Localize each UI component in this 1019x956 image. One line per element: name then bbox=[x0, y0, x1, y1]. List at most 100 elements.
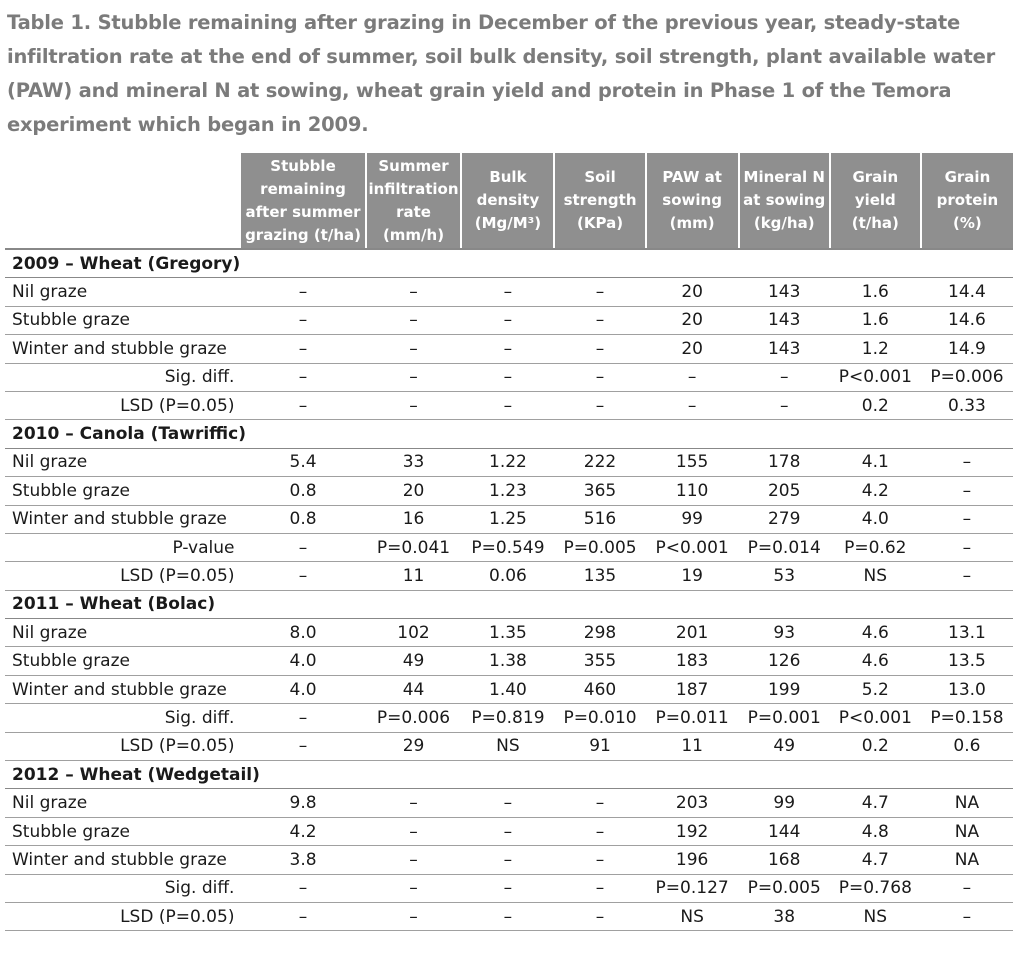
header-row: Stubble remaining after summer grazing (… bbox=[5, 153, 1013, 250]
table-cell: 143 bbox=[738, 334, 830, 364]
table-cell: – bbox=[920, 874, 1013, 903]
table-row: Nil graze 5.4 33 1.22 222 155 178 4.1– bbox=[5, 448, 1013, 478]
group-header-row: 2010 – Canola (Tawriffic) bbox=[5, 419, 1013, 449]
table-cell: NS bbox=[645, 902, 739, 932]
row-label: Stubble graze bbox=[5, 476, 241, 506]
column-header: PAW at sowing (mm) bbox=[644, 153, 739, 250]
table-cell: – bbox=[920, 533, 1013, 563]
table-row: Stubble graze 4.2– – –192 144 4.8 NA bbox=[5, 817, 1013, 847]
table-cell: NS bbox=[829, 902, 921, 932]
table-row: LSD (P=0.05) –29 NS 91 11 49 0.2 0.6 bbox=[5, 732, 1013, 762]
table-cell: 49 bbox=[365, 646, 462, 676]
table-cell: – bbox=[461, 363, 555, 392]
table-row: Sig. diff. – – – – – – P<0.001 P=0.006 bbox=[5, 363, 1013, 392]
group-title: 2011 – Wheat (Bolac) bbox=[5, 590, 1013, 620]
table-row: Winter and stubble graze 0.8 16 1.25 516 99 27… bbox=[5, 505, 1013, 534]
row-label: Winter and stubble graze bbox=[5, 845, 241, 875]
row-label: P-value bbox=[5, 533, 241, 563]
table-cell: 0.2 bbox=[829, 391, 921, 421]
table-cell: 279 bbox=[738, 505, 830, 534]
table-row: Nil graze 9.8– – –203 99 4.7 NA bbox=[5, 788, 1013, 818]
column-header: Summer infiltration rate (mm/h) bbox=[364, 153, 462, 250]
table-cell: – bbox=[240, 561, 366, 591]
table-cell: P=0.014 bbox=[738, 533, 830, 563]
table-cell: – bbox=[920, 902, 1013, 932]
table-cell: NS bbox=[461, 732, 555, 762]
table-cell: – bbox=[365, 277, 462, 307]
table-cell: 14.4 bbox=[920, 277, 1013, 307]
table-cell: 222 bbox=[554, 448, 646, 478]
table-cell: 460 bbox=[554, 675, 646, 705]
table-cell: – bbox=[240, 703, 366, 733]
table-cell: 355 bbox=[554, 646, 646, 676]
table-cell: 14.6 bbox=[920, 306, 1013, 336]
table-cell: – bbox=[554, 788, 646, 818]
table-cell: NA bbox=[920, 817, 1013, 847]
row-label: Winter and stubble graze bbox=[5, 675, 241, 705]
table-cell: P=0.006 bbox=[365, 703, 462, 733]
table-cell: 91 bbox=[554, 732, 646, 762]
table-cell: 183 bbox=[645, 646, 739, 676]
table-cell: 155 bbox=[645, 448, 739, 478]
table-cell: – bbox=[738, 391, 830, 421]
table-cell: 4.2 bbox=[829, 476, 921, 506]
table-cell: 4.6 bbox=[829, 618, 921, 648]
row-label: LSD (P=0.05) bbox=[5, 732, 241, 762]
column-header: Bulk density (Mg/M³) bbox=[460, 153, 555, 250]
table-cell: – bbox=[240, 874, 366, 903]
table-row: Sig. diff. – – – – P=0.127 P=0.005 P=0.768– bbox=[5, 874, 1013, 903]
table-cell: 0.33 bbox=[920, 391, 1013, 421]
table-cell: – bbox=[461, 277, 555, 307]
table-cell: – bbox=[365, 874, 462, 903]
table-cell: 516 bbox=[554, 505, 646, 534]
table-cell: 16 bbox=[365, 505, 462, 534]
table-cell: P=0.041 bbox=[365, 533, 462, 563]
row-label: Nil graze bbox=[5, 788, 241, 818]
group-title: 2010 – Canola (Tawriffic) bbox=[5, 419, 1013, 449]
table-cell: 33 bbox=[365, 448, 462, 478]
table-cell: 110 bbox=[645, 476, 739, 506]
row-label: Sig. diff. bbox=[5, 363, 241, 392]
group-header-row: 2012 – Wheat (Wedgetail) bbox=[5, 760, 1013, 790]
table-row: Stubble graze 0.8 20 1.23 365 110 205 4.2– bbox=[5, 476, 1013, 506]
column-header: Grain protein (%) bbox=[919, 153, 1013, 250]
table-cell: 178 bbox=[738, 448, 830, 478]
table-cell: P=0.158 bbox=[920, 703, 1013, 733]
table-cell: 14.9 bbox=[920, 334, 1013, 364]
row-label: Nil graze bbox=[5, 618, 241, 648]
table-cell: – bbox=[240, 391, 366, 421]
table-cell: – bbox=[461, 845, 555, 875]
table-cell: 196 bbox=[645, 845, 739, 875]
table-cell: – bbox=[461, 334, 555, 364]
table-cell: P<0.001 bbox=[829, 703, 921, 733]
table-cell: 144 bbox=[738, 817, 830, 847]
table-cell: 11 bbox=[365, 561, 462, 591]
table-cell: 187 bbox=[645, 675, 739, 705]
table-cell: NA bbox=[920, 788, 1013, 818]
table-cell: 11 bbox=[645, 732, 739, 762]
table-cell: 4.0 bbox=[240, 646, 366, 676]
table-cell: 205 bbox=[738, 476, 830, 506]
table-cell: 13.5 bbox=[920, 646, 1013, 676]
table-cell: 3.8 bbox=[240, 845, 366, 875]
table-cell: – bbox=[554, 817, 646, 847]
table-cell: – bbox=[645, 391, 739, 421]
table-cell: – bbox=[461, 902, 555, 932]
table-cell: – bbox=[920, 561, 1013, 591]
table-cell: – bbox=[554, 845, 646, 875]
table-cell: 44 bbox=[365, 675, 462, 705]
table-cell: 192 bbox=[645, 817, 739, 847]
table-cell: 20 bbox=[645, 277, 739, 307]
table-cell: P=0.011 bbox=[645, 703, 739, 733]
table-cell: 1.40 bbox=[461, 675, 555, 705]
table-cell: 1.6 bbox=[829, 306, 921, 336]
table-cell: – bbox=[920, 448, 1013, 478]
table-cell: – bbox=[554, 277, 646, 307]
table-cell: – bbox=[461, 306, 555, 336]
table-cell: 4.6 bbox=[829, 646, 921, 676]
table-cell: – bbox=[920, 476, 1013, 506]
row-label: Stubble graze bbox=[5, 646, 241, 676]
table-row: Nil graze 8.0 102 1.35 298 201 93 4.6 13.1 bbox=[5, 618, 1013, 648]
table-cell: P=0.549 bbox=[461, 533, 555, 563]
table-cell: 38 bbox=[738, 902, 830, 932]
